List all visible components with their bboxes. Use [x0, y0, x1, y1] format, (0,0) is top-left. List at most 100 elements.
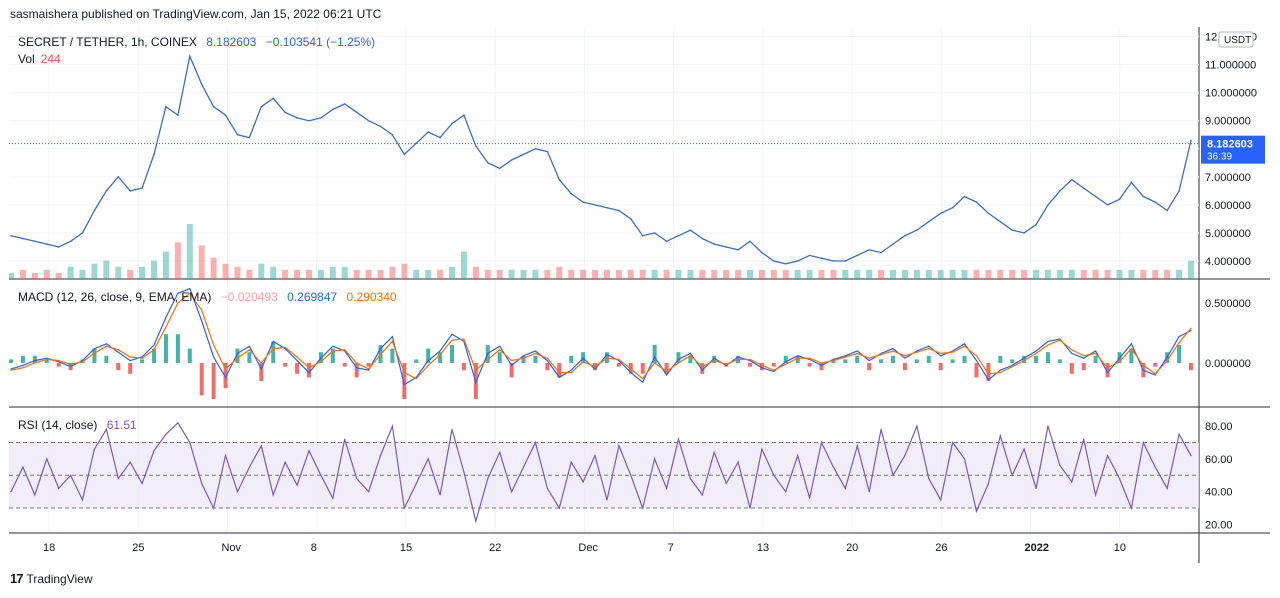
macd-histogram-bar	[1022, 355, 1027, 363]
chart-canvas[interactable]: 12.00000011.00000010.0000009.0000008.000…	[8, 27, 1270, 563]
price-point	[308, 119, 310, 122]
volume-bar	[222, 263, 229, 279]
price-point	[1011, 229, 1014, 231]
volume-bar	[496, 269, 503, 279]
macd-line-point	[403, 384, 405, 386]
volume-bar	[210, 257, 217, 279]
macd-histogram-bar	[688, 355, 693, 363]
macd-histogram-bar	[938, 363, 943, 371]
rsi-point	[975, 510, 978, 512]
macd-line-point	[1095, 350, 1097, 352]
price-point	[1142, 195, 1145, 198]
price-point	[260, 105, 263, 108]
macd-hist-value: −0.020493	[220, 290, 278, 304]
volume-bar	[103, 260, 110, 279]
signal-line-point	[1154, 373, 1156, 375]
macd-histogram-bar	[44, 359, 49, 363]
macd-histogram-bar	[1177, 345, 1182, 363]
price-point	[391, 133, 394, 136]
signal-line-point	[260, 362, 262, 364]
macd-line-point	[546, 360, 548, 362]
volume-bar	[329, 266, 336, 279]
signal-line-point	[367, 368, 370, 370]
macd-histogram-bar	[1069, 363, 1074, 374]
macd-histogram-bar	[867, 363, 872, 371]
volume-label[interactable]: Vol	[18, 52, 35, 66]
signal-line-point	[332, 350, 334, 352]
signal-line-point	[189, 292, 191, 294]
volume-bar	[997, 269, 1004, 279]
volume-bar	[675, 269, 682, 279]
price-point	[594, 204, 596, 206]
signal-line-point	[511, 360, 513, 362]
macd-line-point	[1011, 364, 1013, 366]
rsi-line[interactable]	[10, 421, 1192, 524]
price-series-line[interactable]	[10, 54, 1192, 265]
macd-histogram-bar	[306, 363, 311, 378]
time-tick-label: 22	[489, 542, 501, 554]
price-point	[93, 209, 96, 212]
macd-histogram-bar	[616, 363, 621, 367]
signal-line-point	[379, 354, 382, 356]
volume-bar	[91, 263, 98, 279]
volume-bar	[949, 269, 956, 279]
rsi-point	[58, 487, 60, 489]
macd-line-point	[22, 364, 24, 366]
rsi-point	[415, 482, 417, 485]
macd-histogram-bar	[557, 363, 562, 378]
macd-label[interactable]: MACD (12, 26, close, 9, EMA, EMA)	[18, 290, 212, 304]
price-point	[379, 125, 382, 128]
macd-line-point	[582, 357, 584, 359]
macd-histogram-bar	[950, 359, 955, 363]
price-point	[188, 55, 191, 58]
signal-line-point	[58, 360, 60, 362]
rsi-value: 61.51	[106, 418, 137, 432]
signal-line-point	[594, 366, 596, 368]
macd-line-point	[308, 372, 310, 374]
signal-line[interactable]	[10, 292, 1192, 380]
signal-line-point	[320, 361, 322, 363]
macd-histogram-bar	[700, 363, 705, 374]
volume-bar	[973, 269, 980, 279]
rsi-point	[665, 487, 668, 489]
macd-histogram-bar	[152, 348, 157, 363]
current-price-badge	[1201, 135, 1265, 164]
macd-histogram-bar	[1081, 363, 1086, 371]
macd-line-point	[1023, 357, 1025, 359]
macd-line-point	[499, 345, 501, 347]
currency-badge[interactable]	[1218, 31, 1254, 48]
rsi-label[interactable]: RSI (14, close)	[18, 418, 98, 432]
tradingview-brand[interactable]: 17 TradingView	[10, 571, 93, 586]
price-point	[498, 167, 501, 170]
macd-histogram-bar	[509, 363, 514, 378]
rsi-point	[916, 425, 918, 427]
macd-histogram-bar	[32, 355, 37, 363]
signal-line-point	[1106, 367, 1109, 369]
price-change: −0.103541 (−1.25%)	[265, 35, 376, 49]
rsi-point	[46, 458, 48, 460]
currency-label: USDT	[1224, 35, 1251, 46]
macd-histogram-bar	[56, 363, 61, 367]
volume-bar	[317, 269, 324, 279]
price-point	[177, 114, 179, 116]
macd-line-point	[201, 320, 203, 322]
signal-line-point	[582, 361, 584, 363]
price-point	[725, 246, 727, 248]
macd-line-point	[332, 345, 334, 347]
macd-line-point	[1178, 336, 1180, 338]
macd-histogram-bar	[1189, 363, 1193, 371]
price-point	[1190, 139, 1192, 142]
macd-histogram-bar	[199, 363, 204, 396]
price-point	[951, 206, 954, 209]
rsi-point	[1071, 481, 1073, 483]
symbol-label[interactable]: SECRET / TETHER, 1h, COINEX	[18, 35, 197, 49]
signal-line-point	[284, 346, 286, 348]
signal-line-point	[129, 356, 131, 358]
macd-histogram-bar	[235, 348, 240, 363]
rsi-point	[248, 466, 250, 468]
price-point	[439, 136, 441, 139]
macd-line-point	[1059, 338, 1061, 340]
chart-frame[interactable]: 12.00000011.00000010.0000009.0000008.000…	[8, 27, 1270, 563]
macd-line-point	[749, 360, 751, 362]
macd-histogram-bar	[163, 334, 168, 363]
